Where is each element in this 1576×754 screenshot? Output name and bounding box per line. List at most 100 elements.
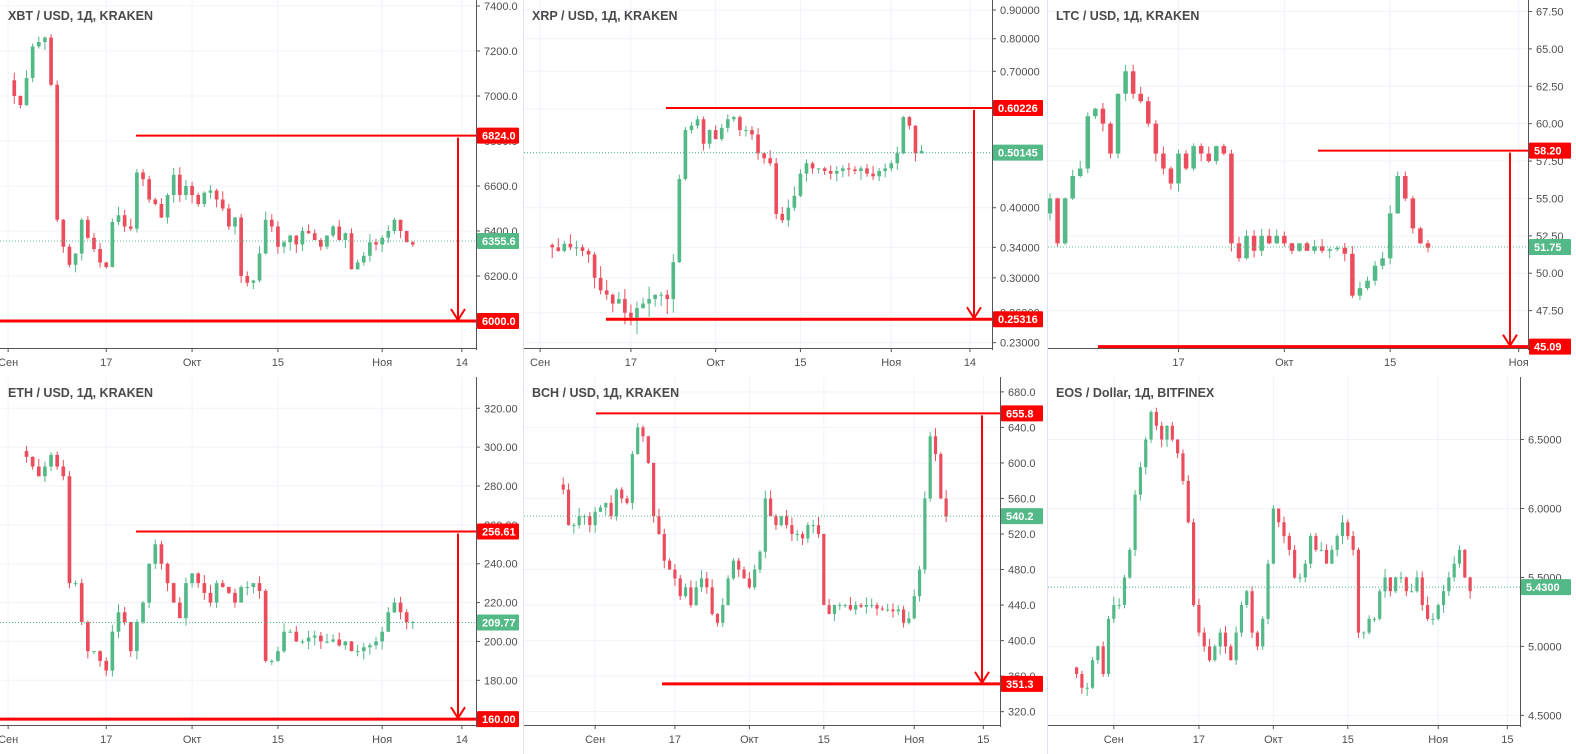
candle xyxy=(1335,534,1339,557)
candle xyxy=(1342,243,1348,262)
candle xyxy=(731,558,736,581)
candle xyxy=(1330,545,1334,565)
candle-body xyxy=(586,250,591,255)
candle xyxy=(1093,107,1098,119)
candle xyxy=(104,261,109,269)
candle-body xyxy=(1298,577,1302,579)
candle xyxy=(1378,588,1382,621)
candle-body xyxy=(171,174,176,195)
candle-body xyxy=(1327,249,1332,251)
candle-body xyxy=(1144,439,1148,468)
chart-bch: 680.0 640.0 600.0 560.0 520.0 480.0 440.0 400.0… xyxy=(524,377,1043,746)
candle-body xyxy=(913,125,918,154)
candle xyxy=(220,191,225,212)
candle-body xyxy=(398,219,403,231)
candle xyxy=(629,304,633,326)
candle xyxy=(227,586,231,595)
chart-panel-eth[interactable]: 320.00300.00280.00260.00240.00220.00200.… xyxy=(0,377,524,754)
candle xyxy=(870,598,874,609)
candle xyxy=(30,456,35,470)
candle-body xyxy=(220,199,225,209)
candle-body xyxy=(306,637,311,642)
chart-panel-eos[interactable]: 6.5000 6.0000 5.5000 5.0000 4.5000 Сен 17 Окт 15… xyxy=(1048,377,1576,754)
candle xyxy=(55,451,60,470)
candle xyxy=(859,165,863,180)
candle-body xyxy=(847,168,851,170)
y-tick-label: 7000.0 xyxy=(484,91,518,103)
candle xyxy=(92,651,96,655)
current-price-label: 209.77 xyxy=(482,617,516,629)
candle xyxy=(1183,150,1189,171)
candle xyxy=(1160,421,1164,448)
candle xyxy=(1319,239,1325,254)
candle xyxy=(593,507,597,533)
current-price-label: 51.75 xyxy=(1534,242,1562,254)
candle xyxy=(1234,626,1238,665)
candle-body xyxy=(294,631,299,642)
candle xyxy=(859,602,863,608)
candle xyxy=(636,423,640,455)
candle-body xyxy=(128,622,133,652)
candle xyxy=(116,604,121,639)
current-price-tag xyxy=(477,614,519,631)
candle xyxy=(214,580,219,608)
candle xyxy=(1324,544,1329,564)
candle-body xyxy=(907,618,911,623)
candle-body xyxy=(331,639,335,642)
candle-body xyxy=(233,217,237,227)
candle xyxy=(1293,545,1297,580)
candle-body xyxy=(343,641,348,646)
candle xyxy=(1452,556,1456,582)
candle xyxy=(880,605,884,611)
chart-panel-xbt[interactable]: 7400.07200.07000.06800.06600.06400.06200… xyxy=(0,0,524,377)
candle-body xyxy=(374,242,378,245)
candle xyxy=(398,596,403,620)
candle xyxy=(843,603,847,608)
chart-panel-ltc[interactable]: 67.50 65.00 62.50 60.00 57.50 55.00 52.50 50.00… xyxy=(1048,0,1576,377)
candle xyxy=(343,641,348,650)
candle xyxy=(896,605,900,616)
y-tick-label: 57.50 xyxy=(1536,156,1564,168)
candle-body xyxy=(104,660,109,671)
chart-panel-bch[interactable]: 680.0 640.0 600.0 560.0 520.0 480.0 440.0 400.0… xyxy=(524,377,1048,754)
candle-body xyxy=(282,631,286,652)
candle xyxy=(1425,596,1430,621)
x-tick-label: Окт xyxy=(706,357,725,369)
candle-body xyxy=(763,498,767,552)
candle xyxy=(1367,615,1371,635)
candle-body xyxy=(774,516,778,526)
candle-body xyxy=(678,578,682,597)
candle-body xyxy=(355,262,360,270)
arrow-down-icon xyxy=(450,706,466,721)
candle xyxy=(392,597,397,614)
x-tick-label: Окт xyxy=(183,734,202,746)
candle-body xyxy=(810,163,815,169)
candle xyxy=(1221,143,1227,156)
candle xyxy=(1463,549,1467,578)
candle-body xyxy=(392,219,397,231)
candle-body xyxy=(889,163,894,169)
x-tick-label: 14 xyxy=(964,357,976,369)
chart-panel-xrp[interactable]: 0.900000.800000.700000.600000.500000.400… xyxy=(524,0,1048,377)
candle xyxy=(816,168,821,174)
candle xyxy=(671,254,676,313)
candle-body xyxy=(710,587,714,614)
candle xyxy=(1244,230,1249,260)
candle xyxy=(171,582,176,603)
current-price-label: 6355.6 xyxy=(482,236,516,248)
candle-body xyxy=(1383,577,1387,592)
y-tick-label: 7200.0 xyxy=(484,46,518,58)
candle xyxy=(202,191,207,207)
candle xyxy=(43,461,47,483)
candle-body xyxy=(190,573,194,584)
candle-body xyxy=(319,635,323,642)
candle xyxy=(368,643,372,655)
candle-body xyxy=(620,489,624,499)
candle xyxy=(652,462,656,523)
candle-body xyxy=(24,78,29,105)
candle-body xyxy=(895,153,900,164)
candle-body xyxy=(239,587,243,603)
candle-body xyxy=(891,609,895,612)
candle xyxy=(1312,239,1317,254)
candle-body xyxy=(73,583,78,585)
